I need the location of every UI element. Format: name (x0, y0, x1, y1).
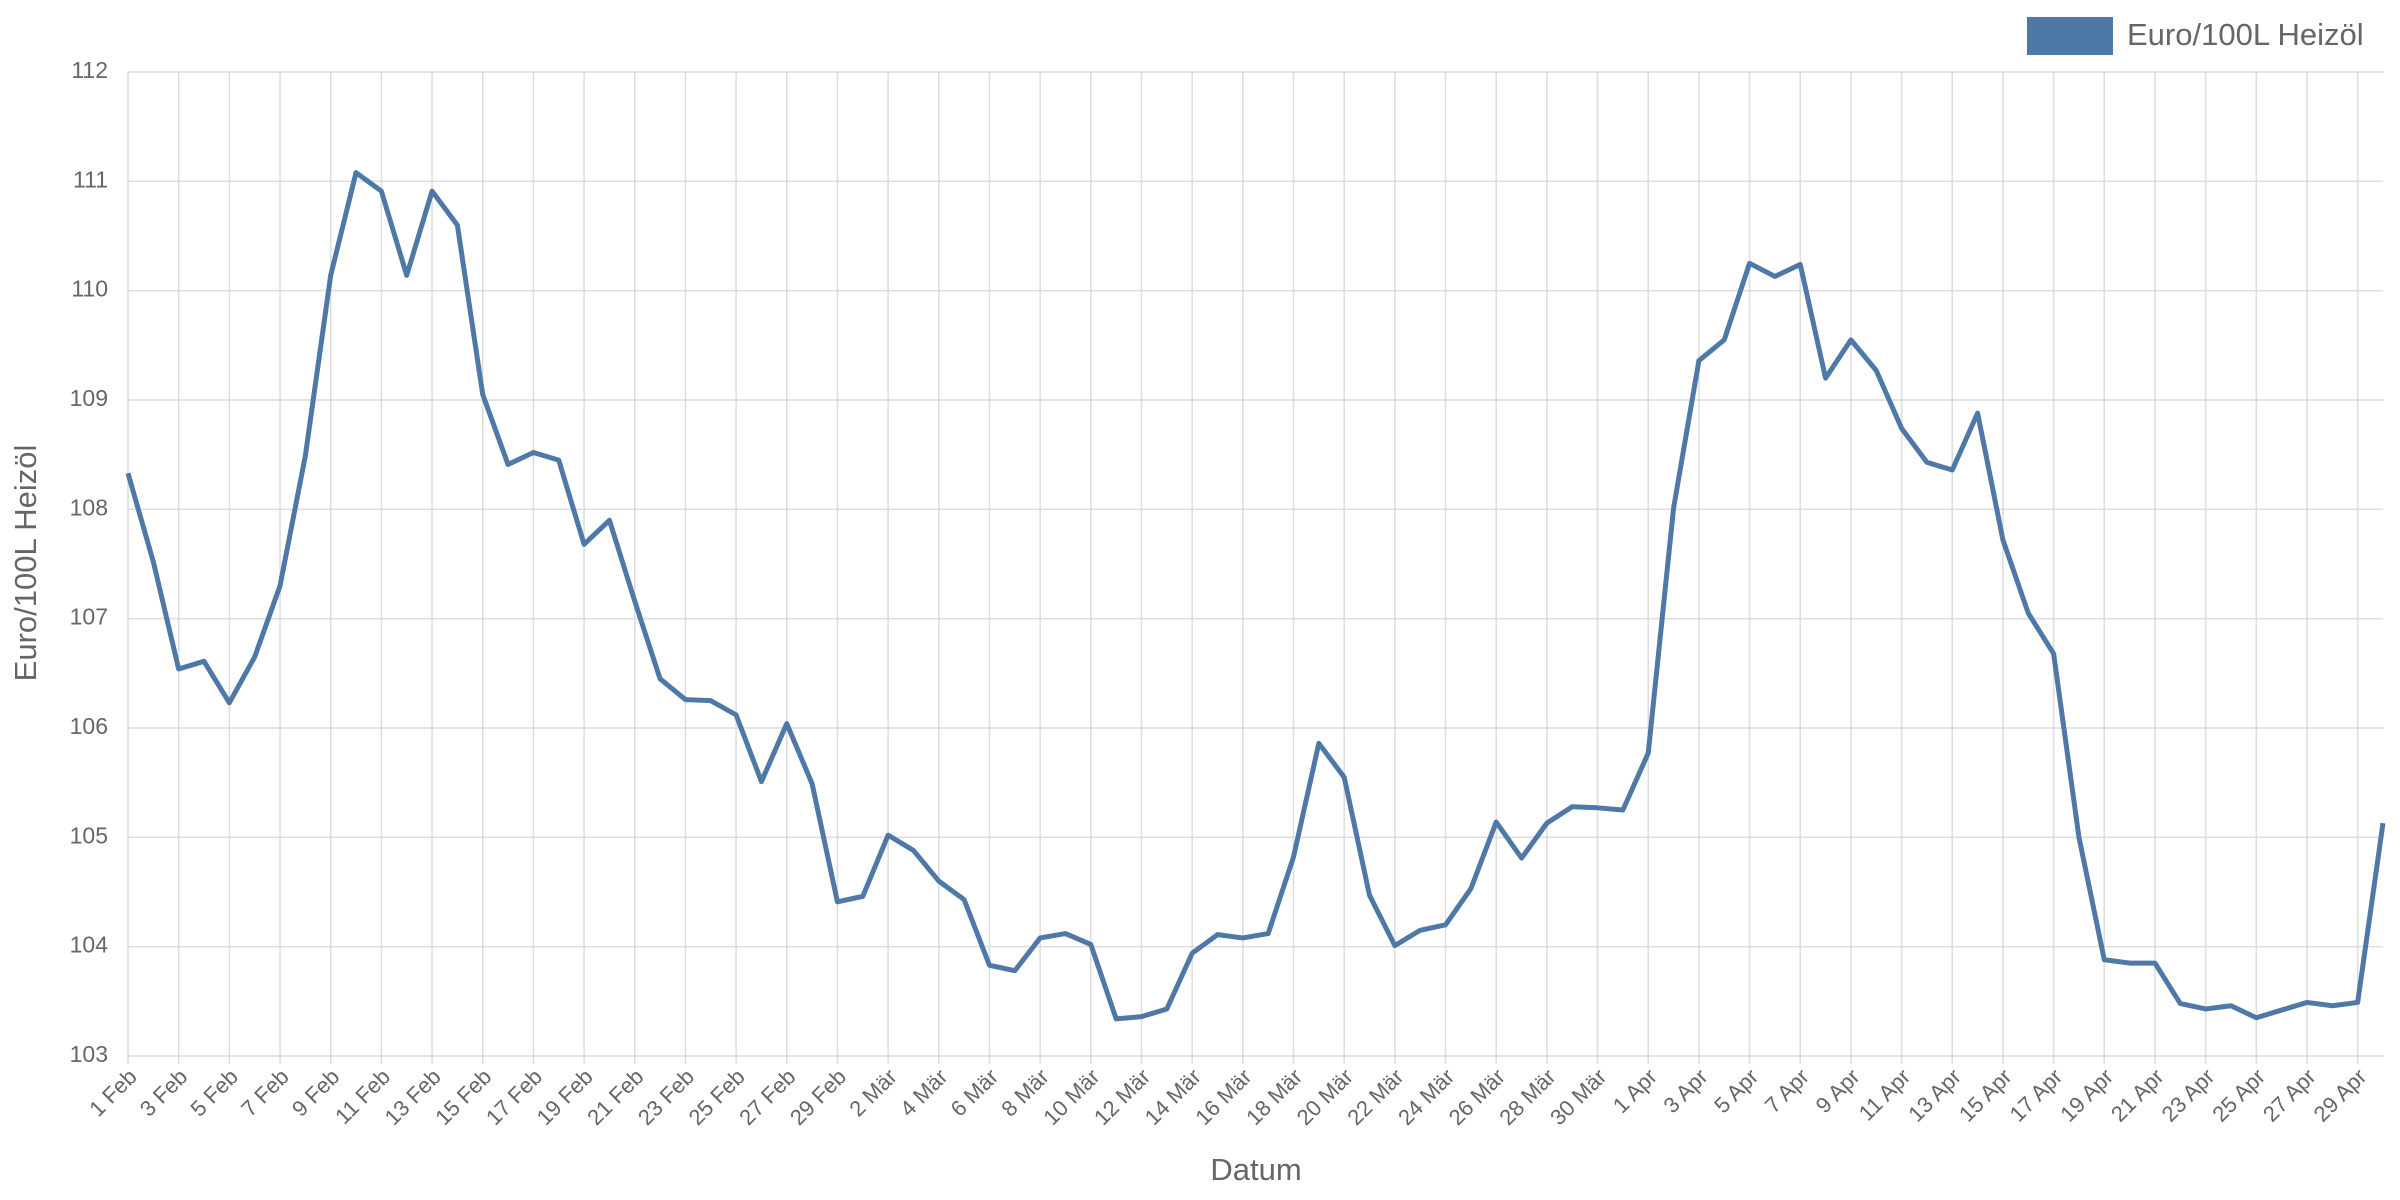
y-tick-label: 110 (71, 276, 108, 302)
x-axis-title: Datum (1210, 1152, 1301, 1187)
x-tick-label: 2 Mär (844, 1064, 901, 1121)
x-tick-label: 27 Apr (2258, 1064, 2321, 1127)
y-tick-label: 107 (70, 604, 108, 630)
x-tick-label: 5 Feb (186, 1064, 243, 1121)
x-tick-label: 25 Apr (2207, 1064, 2270, 1127)
x-tick-label: 27 Feb (734, 1064, 800, 1130)
x-tick-label: 30 Mär (1545, 1064, 1611, 1130)
x-tick-label: 16 Mär (1190, 1064, 1256, 1130)
x-tick-label: 3 Apr (1659, 1064, 1713, 1118)
x-tick-label: 10 Mär (1038, 1064, 1104, 1130)
x-tick-label: 13 Feb (380, 1064, 446, 1130)
y-tick-label: 103 (70, 1041, 108, 1067)
y-tick-label: 104 (70, 932, 109, 958)
y-tick-label: 108 (70, 494, 108, 520)
x-tick-label: 18 Mär (1241, 1064, 1307, 1130)
legend-label: Euro/100L Heizöl (2127, 17, 2364, 52)
y-tick-label: 112 (71, 57, 108, 83)
x-tick-label: 12 Mär (1089, 1064, 1155, 1130)
x-tick-label: 5 Apr (1709, 1064, 1763, 1118)
x-tick-label: 29 Feb (785, 1064, 851, 1130)
x-tick-label: 6 Mär (946, 1064, 1003, 1121)
x-tick-label: 23 Feb (633, 1064, 699, 1130)
x-tick-label: 21 Feb (582, 1064, 648, 1130)
x-tick-label: 7 Apr (1760, 1064, 1814, 1118)
x-tick-label: 19 Feb (532, 1064, 598, 1130)
x-tick-label: 22 Mär (1342, 1064, 1408, 1130)
y-tick-label: 106 (70, 713, 108, 739)
x-tick-label: 15 Apr (1954, 1064, 2017, 1127)
x-tick-label: 26 Mär (1444, 1064, 1510, 1130)
x-tick-label: 29 Apr (2309, 1064, 2372, 1127)
x-tick-label: 3 Feb (135, 1064, 192, 1121)
y-tick-label: 109 (70, 385, 108, 411)
x-tick-label: 24 Mär (1393, 1064, 1459, 1130)
x-tick-label: 1 Apr (1608, 1064, 1662, 1118)
x-tick-label: 4 Mär (895, 1064, 952, 1121)
x-tick-label: 23 Apr (2157, 1064, 2220, 1127)
x-tick-label: 20 Mär (1292, 1064, 1358, 1130)
x-tick-label: 17 Apr (2005, 1064, 2068, 1127)
x-tick-label: 11 Apr (1854, 1064, 1916, 1126)
data-line (125, 170, 2386, 1022)
x-tick-label: 17 Feb (481, 1064, 547, 1130)
x-tick-label: 28 Mär (1494, 1064, 1560, 1130)
x-tick-label: 14 Mär (1140, 1064, 1206, 1130)
y-tick-label: 111 (73, 166, 108, 192)
x-tick-label: 13 Apr (1903, 1064, 1966, 1127)
y-axis-title: Euro/100L Heizöl (8, 445, 43, 682)
x-tick-label: 1 Feb (84, 1064, 141, 1121)
x-tick-label: 19 Apr (2055, 1064, 2118, 1127)
x-tick-label: 21 Apr (2106, 1064, 2169, 1127)
x-tick-label: 25 Feb (684, 1064, 750, 1130)
legend-swatch (2027, 17, 2113, 55)
x-tick-label: 7 Feb (236, 1064, 293, 1121)
y-tick-label: 105 (70, 822, 108, 848)
x-tick-label: 15 Feb (430, 1064, 496, 1130)
